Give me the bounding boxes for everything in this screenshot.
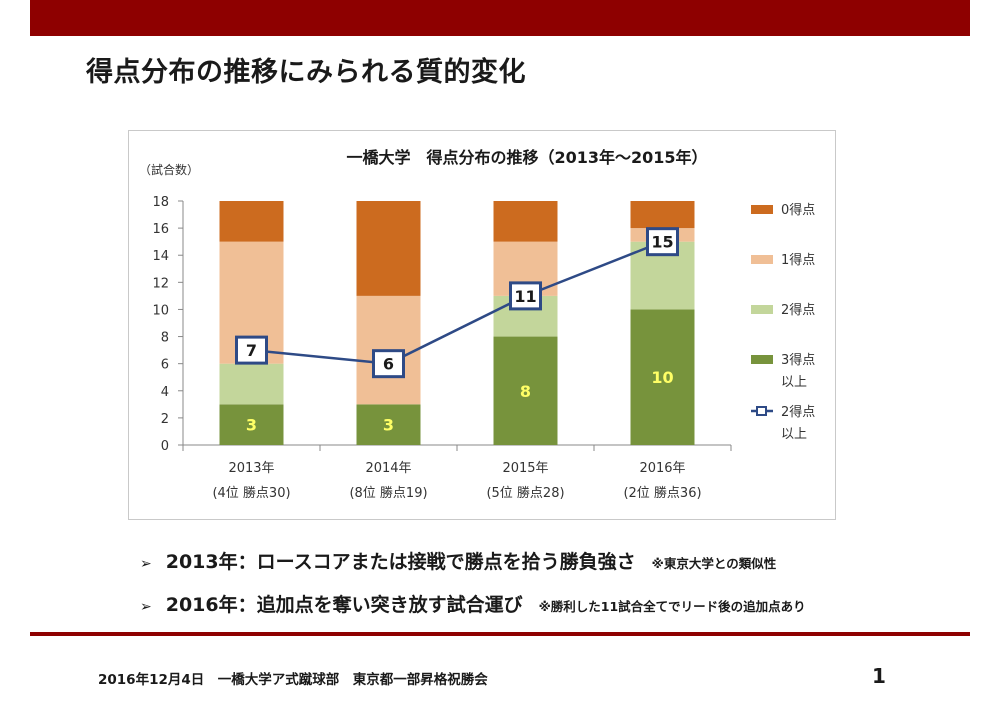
legend-swatch (751, 255, 773, 264)
line-series (251, 240, 663, 365)
y-axis-label: （試合数） (139, 162, 199, 177)
bar-segment (356, 404, 421, 445)
line-point-marker (372, 349, 405, 379)
legend-swatch (751, 305, 773, 314)
y-tick-label: 14 (152, 249, 169, 264)
bullet-arrow-icon: ➢ (140, 556, 152, 572)
legend-line-marker (756, 406, 767, 416)
top-accent-bar (30, 0, 970, 36)
bottom-accent-bar (30, 632, 970, 636)
bullet-2016: ➢ 2016年：追加点を奪い突き放す試合運び ※勝利した11試合全てでリード後の… (140, 590, 806, 617)
bar-segment (219, 201, 284, 242)
y-tick-label: 6 (161, 358, 169, 373)
y-tick-label: 10 (152, 303, 169, 318)
legend-label: 1得点 (781, 252, 815, 268)
line-point-marker (509, 281, 542, 311)
legend-label: 以上 (781, 427, 807, 442)
x-tick-label: 2013年 (228, 461, 274, 476)
line-point-marker (646, 227, 679, 257)
bullet-2013: ➢ 2013年：ロースコアまたは接戦で勝点を拾う勝負強さ ※東京大学との類似性 (140, 547, 776, 574)
legend-swatch (751, 355, 773, 364)
page-number: 1 (872, 664, 886, 688)
legend-swatch (751, 205, 773, 214)
x-tick-sublabel: (5位 勝点28) (486, 486, 564, 501)
legend-label: 0得点 (781, 202, 815, 218)
legend-label: 3得点 (781, 352, 815, 368)
legend-label: 2得点 (781, 404, 815, 420)
x-tick-label: 2015年 (502, 461, 548, 476)
y-tick-label: 8 (161, 331, 169, 346)
line-data-label: 15 (651, 233, 673, 252)
y-tick-label: 18 (152, 195, 169, 210)
bar-data-label: 3 (246, 416, 257, 435)
x-tick-label: 2014年 (365, 461, 411, 476)
line-point-marker (235, 335, 268, 365)
footer-text: 2016年12月4日 一橋大学ア式蹴球部 東京都一部昇格祝勝会 (98, 672, 488, 688)
legend-label: 2得点 (781, 302, 815, 318)
bar-segment (356, 201, 421, 296)
x-tick-sublabel: (4位 勝点30) (212, 486, 290, 501)
bar-data-label: 8 (520, 382, 531, 401)
y-tick-label: 4 (161, 385, 169, 400)
slide-title: 得点分布の推移にみられる質的変化 (86, 57, 526, 88)
bullet-note: ※東京大学との類似性 (651, 556, 777, 571)
bar-segment (630, 309, 695, 445)
bar-segment (219, 404, 284, 445)
line-data-label: 11 (514, 287, 536, 306)
line-data-label: 7 (246, 341, 257, 360)
line-data-label: 6 (383, 355, 394, 374)
bullet-note: ※勝利した11試合全てでリード後の追加点あり (538, 599, 806, 614)
stacked-bar-chart: 一橋大学 得点分布の推移（2013年～2015年） （試合数） 0 2 4 6 8 10 12 1… (139, 148, 815, 501)
x-tick-sublabel: (2位 勝点36) (623, 486, 701, 501)
y-tick-label: 2 (161, 412, 169, 427)
bar-data-label: 10 (651, 368, 673, 387)
bar-segment (219, 363, 284, 405)
x-tick-sublabel: (8位 勝点19) (349, 486, 427, 501)
y-tick-label: 0 (161, 439, 169, 454)
bar-segment (493, 336, 558, 445)
y-tick-label: 16 (152, 222, 169, 237)
bar-data-label: 3 (383, 416, 394, 435)
chart-title: 一橋大学 得点分布の推移（2013年～2015年） (346, 148, 707, 167)
bullet-arrow-icon: ➢ (140, 599, 152, 615)
x-tick-label: 2016年 (639, 461, 685, 476)
bullet-main-text: 2013年：ロースコアまたは接戦で勝点を拾う勝負強さ (165, 551, 636, 573)
bullet-main-text: 2016年：追加点を奪い突き放す試合運び (165, 594, 523, 616)
legend-label: 以上 (781, 375, 807, 390)
y-tick-label: 12 (152, 276, 169, 291)
bar-segment (493, 201, 558, 242)
chart-frame: 一橋大学 得点分布の推移（2013年～2015年） （試合数） 0 2 4 6 8 10 12 1… (128, 130, 836, 520)
bar-segment (630, 201, 695, 229)
